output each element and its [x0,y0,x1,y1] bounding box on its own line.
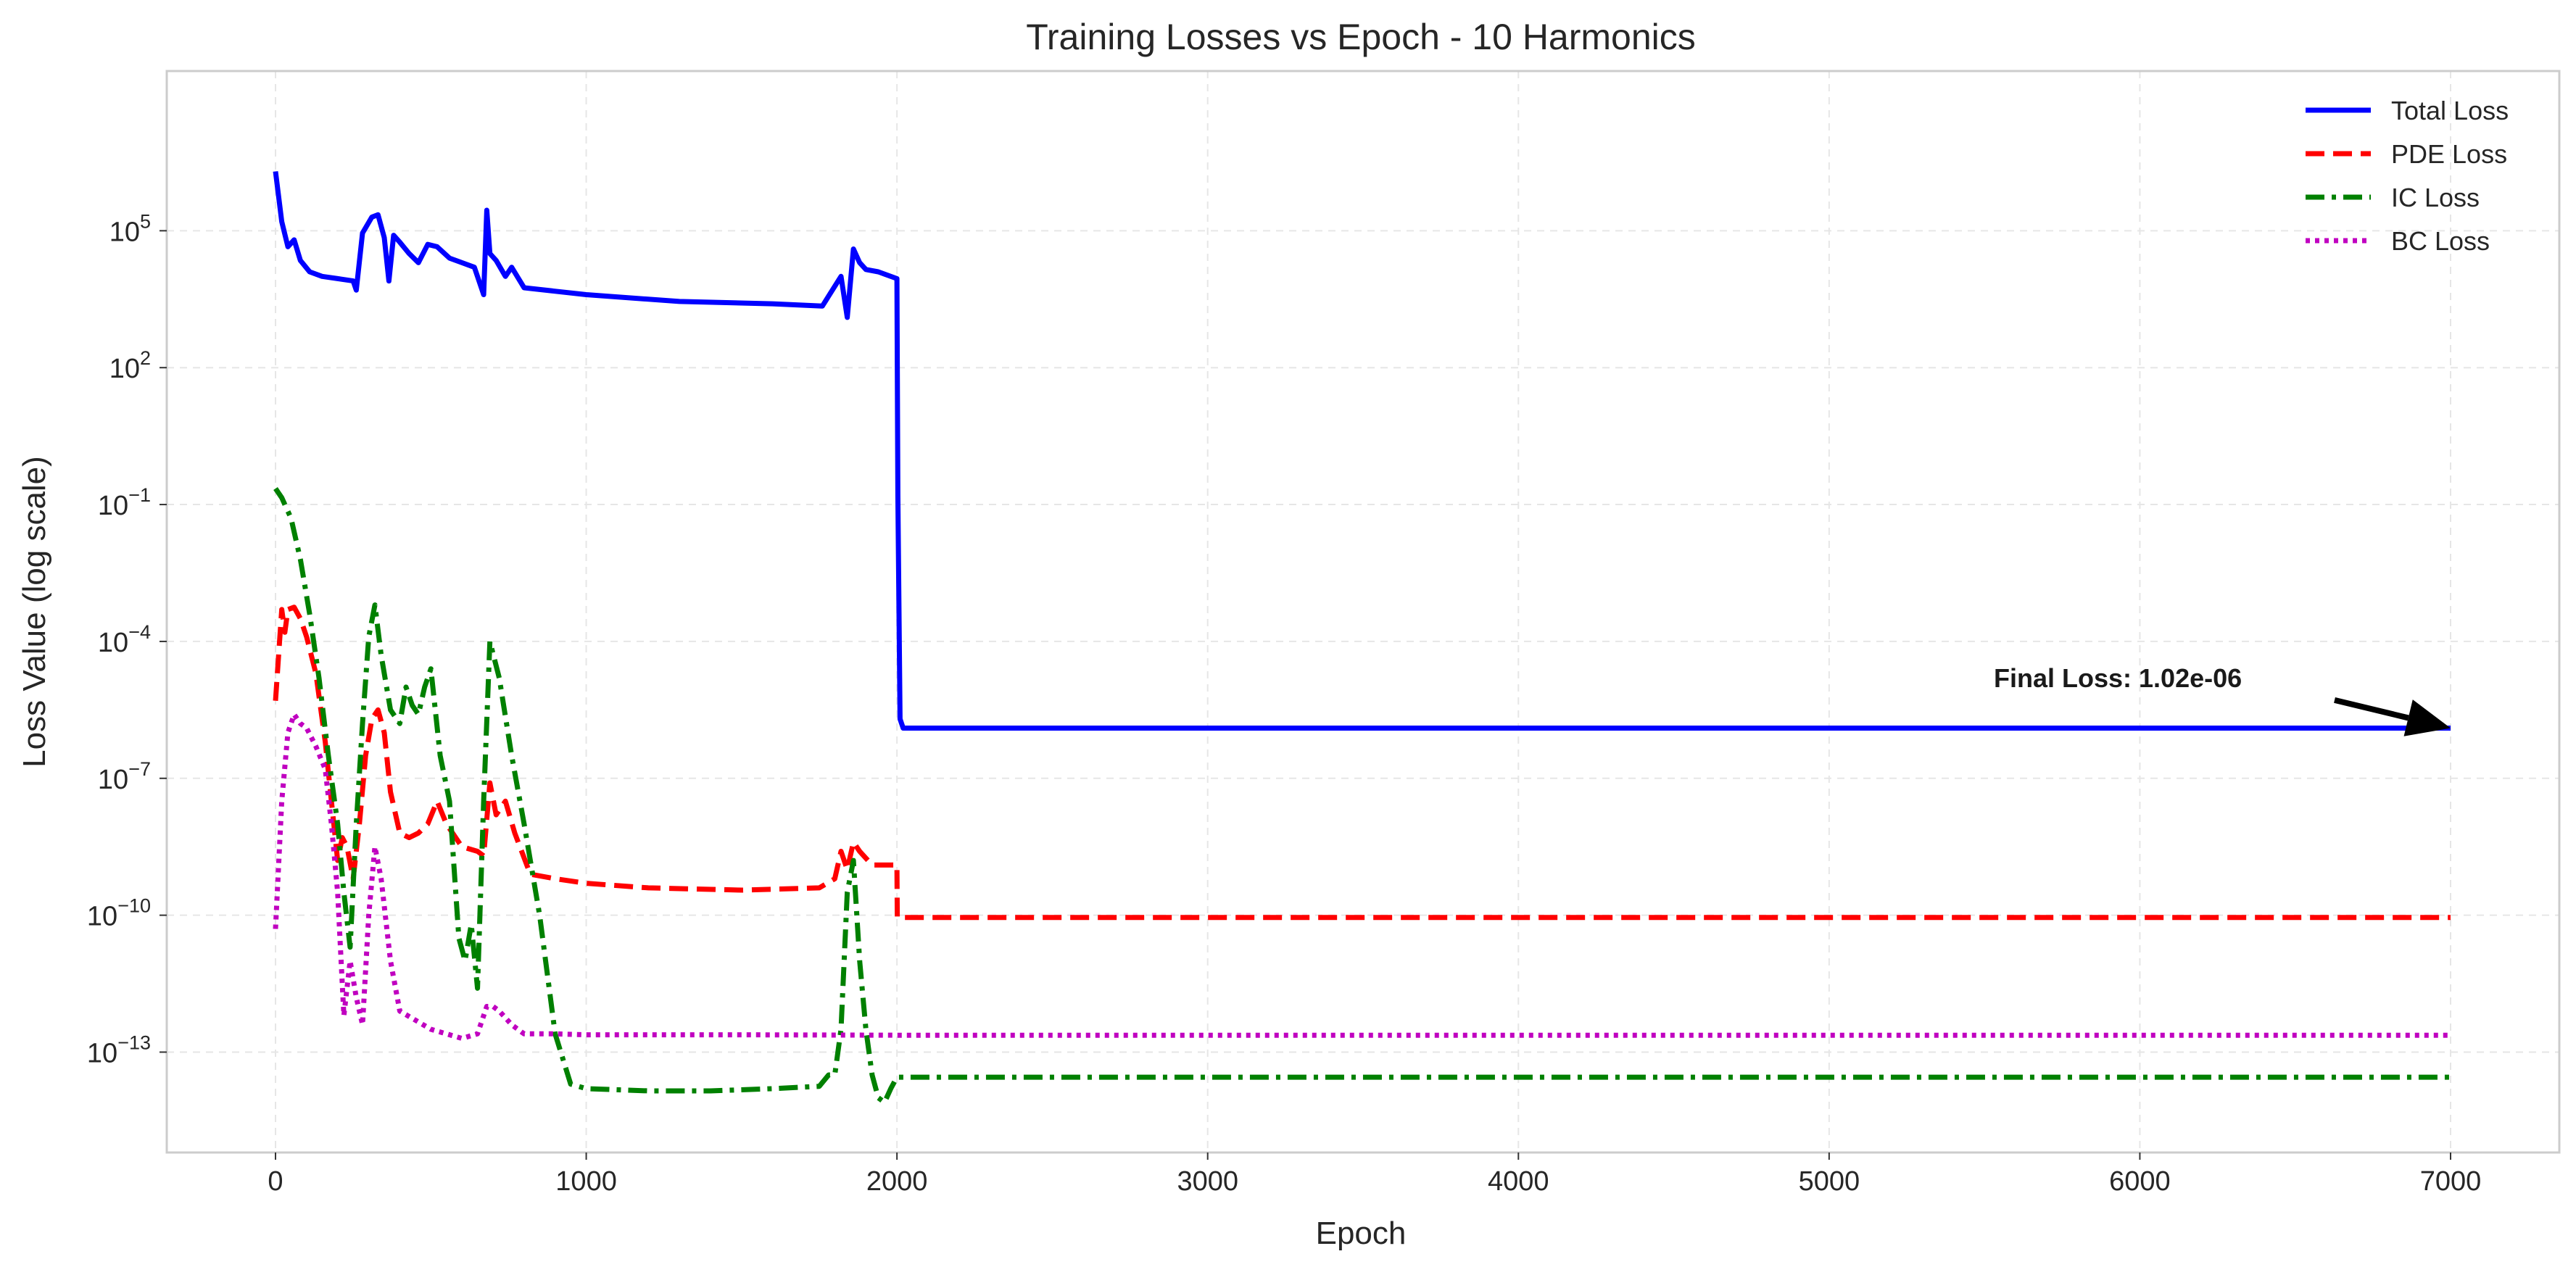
y-axis-label: Loss Value (log scale) [17,456,52,768]
chart-title: Training Losses vs Epoch - 10 Harmonics [1026,17,1696,57]
legend-label: PDE Loss [2391,139,2507,169]
annotation-text: Final Loss: 1.02e-06 [1994,663,2242,693]
y-tick-label: 10−4 [98,621,151,658]
x-tick-label: 4000 [1488,1166,1549,1197]
x-tick-label: 6000 [2109,1166,2171,1197]
x-tick-label: 1000 [555,1166,617,1197]
series-layer [273,171,2451,1105]
y-tick-label: 10−13 [87,1032,151,1069]
x-tick-label: 0 [268,1166,283,1197]
series-line-total-loss [273,171,2451,731]
y-tick-label: 10−7 [98,758,151,795]
series-line-bc-loss [273,712,2451,1042]
y-tick-label: 10−1 [98,484,151,521]
series-line-pde-loss [273,605,2451,921]
series-line-ic-loss [273,487,2451,1105]
legend-label: BC Loss [2391,226,2490,256]
plot-frame [165,70,2561,1154]
x-tick-label: 3000 [1177,1166,1238,1197]
legend: Total Loss PDE Loss IC Loss BC Loss [2306,96,2509,256]
x-tick-label: 7000 [2420,1166,2482,1197]
final-loss-annotation: Final Loss: 1.02e-06 [1994,663,2451,736]
x-axis-label: Epoch [1316,1216,1407,1251]
legend-label: Total Loss [2391,96,2509,125]
x-tick-label: 2000 [866,1166,928,1197]
y-tick-label: 102 [109,347,151,384]
grid-layer [167,71,2559,1153]
annotation-arrowhead [2403,699,2451,736]
ticks-layer: 0 1000 2000 3000 4000 5000 6000 7000 105 102 10−1 1… [87,210,2481,1197]
annotation-arrow-line [2334,697,2409,721]
legend-label: IC Loss [2391,183,2480,212]
y-tick-label: 105 [109,210,151,247]
x-tick-label: 5000 [1799,1166,1860,1197]
y-tick-label: 10−10 [87,895,151,932]
